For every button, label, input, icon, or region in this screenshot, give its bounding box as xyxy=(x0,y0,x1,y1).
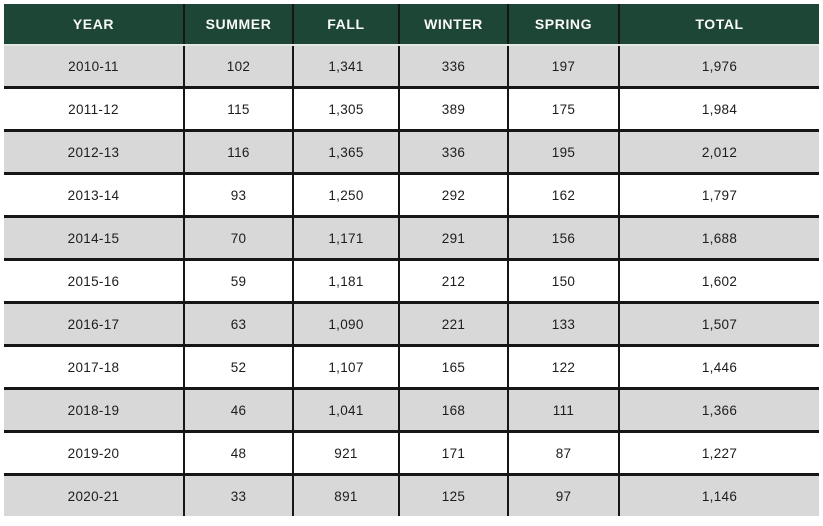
column-header-year: YEAR xyxy=(4,4,184,46)
value-cell: 1,688 xyxy=(618,215,819,260)
header-row: YEAR SUMMER FALL WINTER SPRING TOTAL xyxy=(4,4,819,46)
year-cell: 2020-21 xyxy=(4,473,184,516)
value-cell: 1,366 xyxy=(618,387,819,432)
table-row: 2012-13 116 1,365 336 195 2,012 xyxy=(4,129,819,174)
year-cell: 2010-11 xyxy=(4,45,184,88)
value-cell: 1,976 xyxy=(618,45,819,88)
value-cell: 171 xyxy=(398,430,508,475)
value-cell: 1,984 xyxy=(618,86,819,131)
table-row: 2011-12 115 1,305 389 175 1,984 xyxy=(4,86,819,131)
value-cell: 46 xyxy=(183,387,293,432)
value-cell: 212 xyxy=(398,258,508,303)
value-cell: 168 xyxy=(398,387,508,432)
value-cell: 122 xyxy=(507,344,619,389)
value-cell: 87 xyxy=(507,430,619,475)
value-cell: 165 xyxy=(398,344,508,389)
year-cell: 2017-18 xyxy=(4,344,184,389)
value-cell: 63 xyxy=(183,301,293,346)
table-row: 2019-20 48 921 171 87 1,227 xyxy=(4,430,819,475)
table-row: 2013-14 93 1,250 292 162 1,797 xyxy=(4,172,819,217)
column-header-spring: SPRING xyxy=(507,4,619,46)
value-cell: 93 xyxy=(183,172,293,217)
value-cell: 1,305 xyxy=(292,86,399,131)
value-cell: 291 xyxy=(398,215,508,260)
value-cell: 1,227 xyxy=(618,430,819,475)
year-cell: 2016-17 xyxy=(4,301,184,346)
table-body: 2010-11 102 1,341 336 197 1,976 2011-12 115 1,30… xyxy=(4,45,819,516)
table-row: 2016-17 63 1,090 221 133 1,507 xyxy=(4,301,819,346)
value-cell: 221 xyxy=(398,301,508,346)
value-cell: 1,146 xyxy=(618,473,819,516)
value-cell: 1,090 xyxy=(292,301,399,346)
value-cell: 891 xyxy=(292,473,399,516)
value-cell: 115 xyxy=(183,86,293,131)
value-cell: 52 xyxy=(183,344,293,389)
season-enrollment-table: YEAR SUMMER FALL WINTER SPRING TOTAL 2010-11 1… xyxy=(4,4,819,516)
value-cell: 1,446 xyxy=(618,344,819,389)
value-cell: 1,797 xyxy=(618,172,819,217)
value-cell: 102 xyxy=(183,45,293,88)
value-cell: 133 xyxy=(507,301,619,346)
value-cell: 1,365 xyxy=(292,129,399,174)
value-cell: 125 xyxy=(398,473,508,516)
table-row: 2010-11 102 1,341 336 197 1,976 xyxy=(4,45,819,88)
value-cell: 1,341 xyxy=(292,45,399,88)
value-cell: 150 xyxy=(507,258,619,303)
column-header-winter: WINTER xyxy=(398,4,508,46)
value-cell: 1,602 xyxy=(618,258,819,303)
table-row: 2015-16 59 1,181 212 150 1,602 xyxy=(4,258,819,303)
value-cell: 156 xyxy=(507,215,619,260)
year-cell: 2012-13 xyxy=(4,129,184,174)
value-cell: 1,181 xyxy=(292,258,399,303)
table-row: 2020-21 33 891 125 97 1,146 xyxy=(4,473,819,516)
table-row: 2014-15 70 1,171 291 156 1,688 xyxy=(4,215,819,260)
value-cell: 70 xyxy=(183,215,293,260)
year-cell: 2014-15 xyxy=(4,215,184,260)
year-cell: 2013-14 xyxy=(4,172,184,217)
value-cell: 336 xyxy=(398,45,508,88)
year-cell: 2018-19 xyxy=(4,387,184,432)
column-header-summer: SUMMER xyxy=(183,4,293,46)
value-cell: 2,012 xyxy=(618,129,819,174)
value-cell: 389 xyxy=(398,86,508,131)
value-cell: 97 xyxy=(507,473,619,516)
value-cell: 1,107 xyxy=(292,344,399,389)
table-row: 2018-19 46 1,041 168 111 1,366 xyxy=(4,387,819,432)
column-header-fall: FALL xyxy=(292,4,399,46)
value-cell: 116 xyxy=(183,129,293,174)
value-cell: 33 xyxy=(183,473,293,516)
column-header-total: TOTAL xyxy=(618,4,819,46)
value-cell: 336 xyxy=(398,129,508,174)
year-cell: 2015-16 xyxy=(4,258,184,303)
year-cell: 2019-20 xyxy=(4,430,184,475)
value-cell: 59 xyxy=(183,258,293,303)
value-cell: 292 xyxy=(398,172,508,217)
value-cell: 921 xyxy=(292,430,399,475)
value-cell: 48 xyxy=(183,430,293,475)
value-cell: 1,507 xyxy=(618,301,819,346)
value-cell: 111 xyxy=(507,387,619,432)
value-cell: 1,250 xyxy=(292,172,399,217)
value-cell: 197 xyxy=(507,45,619,88)
value-cell: 1,041 xyxy=(292,387,399,432)
year-cell: 2011-12 xyxy=(4,86,184,131)
value-cell: 195 xyxy=(507,129,619,174)
value-cell: 162 xyxy=(507,172,619,217)
table-row: 2017-18 52 1,107 165 122 1,446 xyxy=(4,344,819,389)
value-cell: 175 xyxy=(507,86,619,131)
value-cell: 1,171 xyxy=(292,215,399,260)
